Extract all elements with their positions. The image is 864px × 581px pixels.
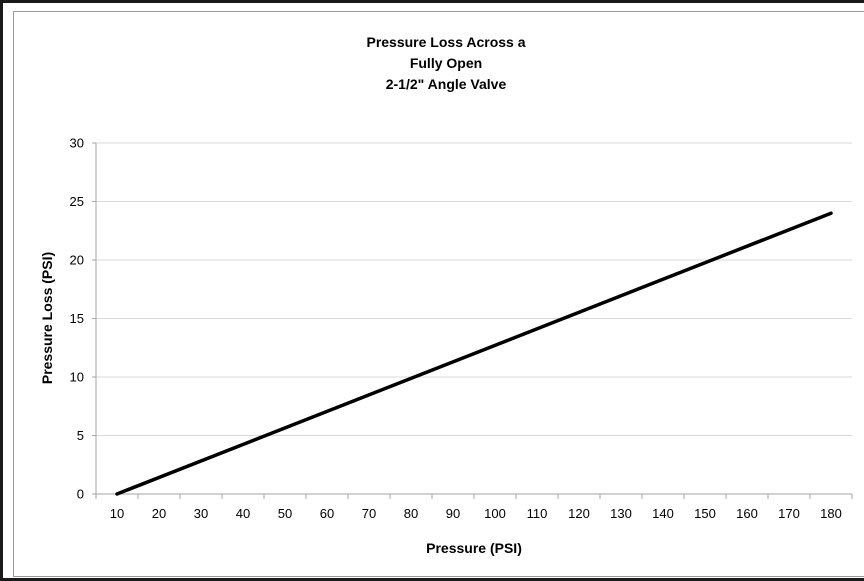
y-tick-label-10: 10: [70, 370, 84, 385]
x-tick-label-60: 60: [320, 506, 334, 521]
x-tick-label-120: 120: [568, 506, 590, 521]
chart-title-line-1: Pressure Loss Across a: [366, 34, 525, 50]
x-tick-label-50: 50: [278, 506, 292, 521]
series-line-0: [115, 211, 833, 496]
y-tick-label-20: 20: [70, 253, 84, 268]
chart-area-border: [13, 11, 864, 577]
x-tick-label-70: 70: [362, 506, 376, 521]
y-tick-label-25: 25: [70, 194, 84, 209]
chart-title-line-3: 2-1/2" Angle Valve: [386, 76, 507, 92]
y-tick-label-15: 15: [70, 311, 84, 326]
y-axis-ticks: 0 5 10 15 20 25 30: [70, 136, 96, 502]
x-axis-title: Pressure (PSI): [426, 540, 522, 556]
data-series: [115, 211, 833, 496]
gridlines: [96, 142, 852, 436]
x-tick-label-150: 150: [694, 506, 716, 521]
x-tick-label-110: 110: [527, 506, 548, 521]
x-tick-label-140: 140: [652, 506, 674, 521]
x-tick-label-100: 100: [484, 506, 506, 521]
x-tick-label-180: 180: [820, 506, 842, 521]
y-tick-label-5: 5: [77, 428, 84, 443]
x-axis-ticks: 10 20 30 40 50 60 70 80 90 100 110 120 130 140 150 160 1…: [95, 494, 853, 521]
x-tick-label-130: 130: [610, 506, 632, 521]
y-tick-label-0: 0: [77, 487, 84, 502]
x-tick-label-20: 20: [152, 506, 166, 521]
x-tick-label-90: 90: [446, 506, 460, 521]
x-tick-label-160: 160: [736, 506, 758, 521]
x-tick-label-10: 10: [110, 506, 124, 521]
x-tick-label-80: 80: [404, 506, 418, 521]
y-tick-label-30: 30: [70, 136, 84, 151]
chart-title-line-2: Fully Open: [410, 55, 482, 71]
x-tick-label-170: 170: [778, 506, 800, 521]
x-tick-label-40: 40: [236, 506, 250, 521]
y-axis-title: Pressure Loss (PSI): [39, 252, 55, 384]
x-tick-label-30: 30: [194, 506, 208, 521]
